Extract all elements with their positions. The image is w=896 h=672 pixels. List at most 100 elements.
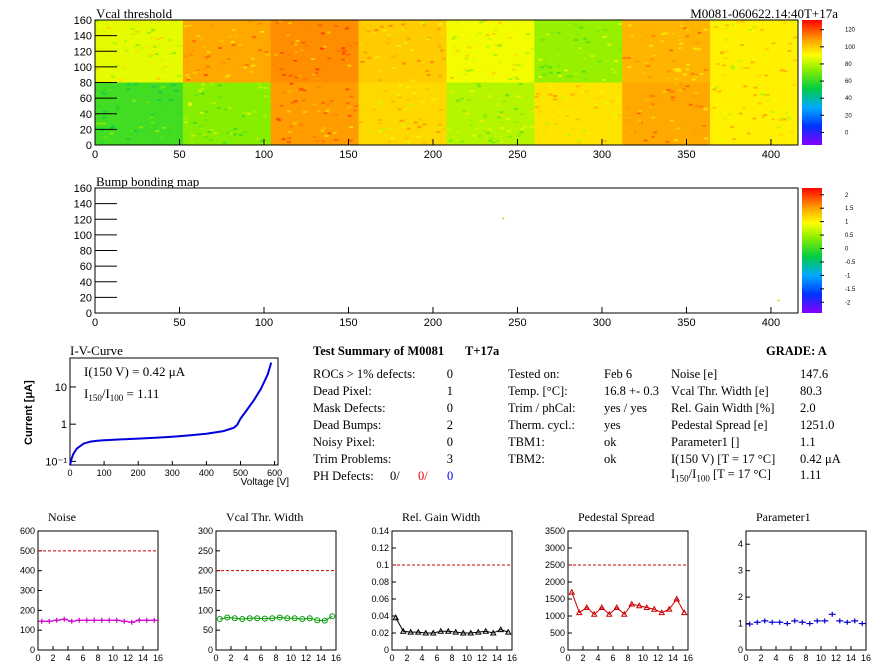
summary-label: Parameter1 [] — [671, 435, 740, 449]
trend-point — [231, 615, 238, 622]
pixel-speckle — [251, 100, 256, 103]
pixel-speckle — [198, 89, 203, 92]
pixel-speckle — [554, 68, 559, 71]
trend-point — [598, 603, 606, 610]
pixel-speckle — [629, 131, 634, 134]
pixel-speckle — [777, 85, 782, 88]
iv-y-tick-label: 10⁻¹ — [45, 456, 67, 468]
pixel-speckle — [488, 128, 493, 131]
pixel-speckle — [297, 75, 302, 78]
pixel-speckle — [717, 90, 722, 93]
pixel-speckle — [488, 139, 493, 142]
pixel-speckle — [750, 61, 755, 64]
trend-point — [239, 616, 246, 623]
y-tick-label: 60 — [80, 261, 92, 273]
pixel-speckle — [345, 88, 350, 91]
pixel-speckle — [483, 20, 488, 23]
z-tick-label: -1 — [845, 273, 851, 279]
pixel-speckle — [264, 51, 269, 54]
pixel-speckle — [753, 94, 758, 97]
pixel-speckle — [287, 54, 292, 57]
pixel-speckle — [263, 96, 268, 99]
pixel-speckle — [602, 35, 607, 38]
pixel-speckle — [671, 59, 676, 62]
pixel-speckle — [740, 20, 745, 23]
summary-value: ok — [604, 452, 617, 466]
trend-point — [836, 618, 844, 624]
pixel-speckle — [469, 69, 474, 72]
pixel-speckle — [574, 39, 579, 42]
pixel-speckle — [727, 113, 732, 116]
pixel-speckle — [703, 107, 708, 110]
z-tick-label: 2 — [845, 193, 849, 199]
trend-point — [429, 629, 437, 636]
pixel-speckle — [202, 133, 207, 136]
trend-point — [605, 610, 613, 617]
pixel-speckle — [115, 65, 120, 68]
trend-point — [658, 609, 666, 616]
pixel-speckle — [483, 114, 488, 117]
summary-value: yes — [604, 418, 621, 432]
pixel-speckle — [593, 106, 598, 109]
summary-value: 2.0 — [800, 401, 816, 415]
pixel-speckle — [548, 71, 553, 74]
pixel-speckle — [152, 85, 157, 88]
pixel-speckle — [287, 117, 292, 120]
pixel-speckle — [513, 76, 518, 79]
pixel-speckle — [345, 25, 350, 28]
trend-y-tick-label: 1 — [738, 619, 743, 629]
pixel-speckle — [715, 53, 720, 56]
pixel-speckle — [467, 46, 472, 49]
pixel-speckle — [275, 21, 280, 24]
pixel-speckle — [770, 110, 775, 113]
pixel-speckle — [649, 36, 654, 39]
pixel-speckle — [526, 33, 531, 36]
pixel-speckle — [575, 118, 580, 121]
x-tick-label: 50 — [173, 149, 185, 161]
pixel-speckle — [783, 69, 788, 72]
pixel-speckle — [422, 141, 427, 144]
pixel-speckle — [499, 111, 504, 114]
trend-point — [414, 628, 422, 635]
pixel-speckle — [489, 52, 494, 55]
pixel-speckle — [644, 35, 649, 38]
pixel-speckle — [198, 70, 203, 73]
pixel-speckle — [135, 44, 140, 47]
pixel-speckle — [238, 115, 243, 118]
y-tick-label: 100 — [74, 230, 92, 242]
pixel-speckle — [288, 130, 293, 133]
pixel-speckle — [530, 47, 535, 50]
pixel-speckle — [135, 95, 140, 98]
pixel-speckle — [491, 33, 496, 36]
pixel-speckle — [316, 110, 321, 113]
pixel-speckle — [110, 75, 115, 78]
pixel-speckle — [334, 25, 339, 28]
trend-plot-3: Rel. Gain Width 0 0.02 0.04 0.06 0.08 0.1 0.12 0… — [371, 510, 517, 663]
pixel-speckle — [243, 66, 248, 69]
pixel-speckle — [674, 78, 679, 81]
trend-x-tick-label: 10 — [108, 653, 118, 663]
pixel-speckle — [257, 22, 262, 25]
pixel-speckle — [392, 55, 397, 58]
pixel-speckle — [203, 135, 208, 138]
pixel-speckle — [311, 73, 316, 76]
pixel-speckle — [120, 39, 125, 42]
pixel-speckle — [226, 131, 231, 134]
pixel-speckle — [280, 52, 285, 55]
pixel-speckle — [472, 134, 477, 137]
pixel-speckle — [200, 87, 205, 90]
pixel-speckle — [304, 44, 309, 47]
pixel-speckle — [97, 105, 102, 108]
pixel-speckle — [738, 123, 743, 126]
summary-value: 0.42 μA — [800, 452, 841, 466]
pixel-speckle — [436, 131, 441, 134]
pixel-speckle — [607, 43, 612, 46]
pixel-speckle — [647, 76, 652, 79]
roc-block — [446, 20, 535, 83]
pixel-speckle — [233, 133, 238, 136]
trend-point — [806, 621, 814, 627]
pixel-speckle — [231, 29, 236, 32]
pixel-speckle — [229, 132, 234, 135]
pixel-speckle — [95, 20, 99, 22]
pixel-speckle — [192, 71, 197, 74]
